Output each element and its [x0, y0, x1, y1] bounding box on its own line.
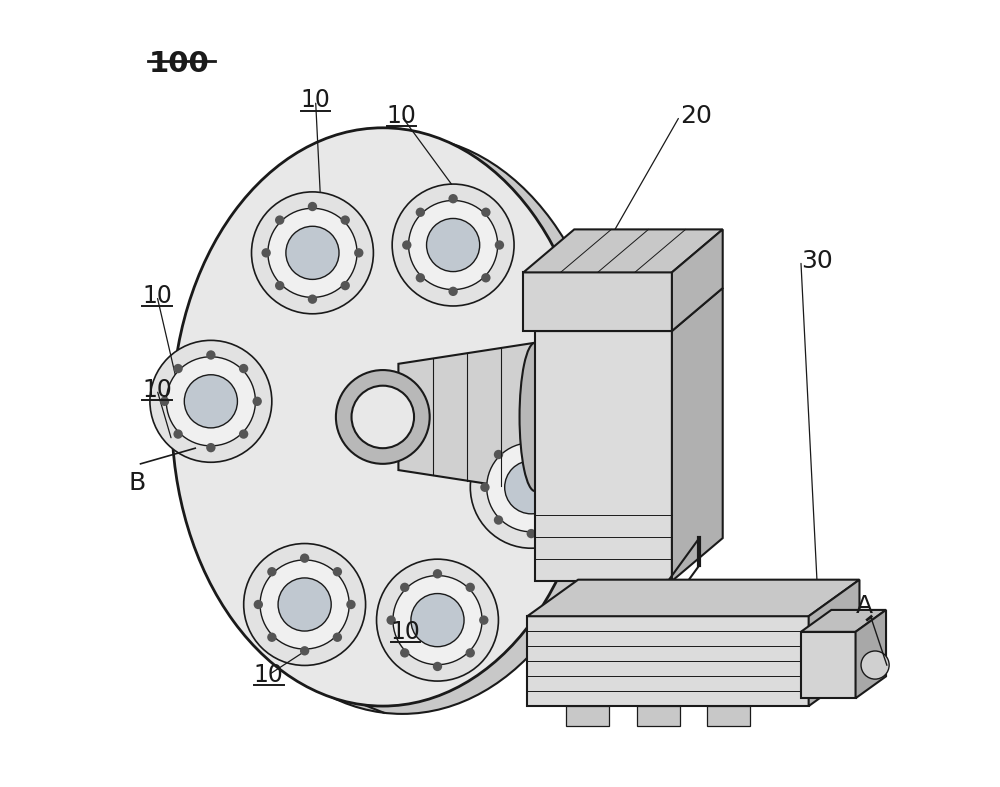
- Circle shape: [260, 560, 349, 649]
- Bar: [637, 706, 680, 726]
- Circle shape: [392, 184, 514, 306]
- Ellipse shape: [172, 127, 594, 706]
- Ellipse shape: [191, 135, 613, 714]
- Circle shape: [346, 600, 356, 609]
- Circle shape: [505, 460, 558, 514]
- Circle shape: [559, 515, 569, 525]
- Circle shape: [253, 397, 262, 406]
- Text: 10: 10: [391, 620, 420, 644]
- Circle shape: [173, 364, 183, 373]
- Text: 30: 30: [801, 249, 833, 272]
- Circle shape: [150, 340, 272, 462]
- Circle shape: [206, 443, 216, 453]
- Polygon shape: [809, 580, 859, 706]
- Polygon shape: [801, 610, 886, 632]
- Circle shape: [527, 529, 536, 538]
- Text: 10: 10: [387, 104, 417, 128]
- Circle shape: [267, 633, 277, 642]
- Circle shape: [411, 593, 464, 647]
- Bar: [535, 331, 672, 581]
- Circle shape: [206, 350, 216, 360]
- Circle shape: [481, 208, 491, 217]
- Text: 10: 10: [142, 284, 172, 308]
- Circle shape: [275, 216, 284, 225]
- Circle shape: [479, 615, 488, 625]
- Circle shape: [494, 515, 503, 525]
- Polygon shape: [856, 610, 886, 698]
- Circle shape: [173, 430, 183, 439]
- Circle shape: [409, 201, 498, 290]
- Circle shape: [300, 646, 309, 656]
- Circle shape: [268, 209, 357, 297]
- Circle shape: [341, 216, 350, 225]
- Bar: [707, 706, 750, 726]
- Circle shape: [400, 582, 409, 592]
- Circle shape: [494, 450, 503, 459]
- Circle shape: [466, 582, 475, 592]
- Circle shape: [559, 450, 569, 459]
- Circle shape: [861, 651, 889, 679]
- Text: 10: 10: [254, 663, 284, 687]
- Circle shape: [261, 248, 271, 257]
- Circle shape: [573, 482, 582, 492]
- Text: B: B: [129, 471, 146, 495]
- Circle shape: [308, 294, 317, 304]
- Circle shape: [466, 648, 475, 658]
- Circle shape: [427, 219, 480, 272]
- Ellipse shape: [336, 370, 430, 464]
- Polygon shape: [672, 288, 723, 581]
- Circle shape: [286, 227, 339, 279]
- Circle shape: [386, 615, 396, 625]
- Circle shape: [487, 443, 576, 532]
- Circle shape: [400, 648, 409, 658]
- Circle shape: [433, 569, 442, 578]
- Polygon shape: [672, 229, 723, 331]
- Ellipse shape: [352, 386, 414, 449]
- Circle shape: [416, 208, 425, 217]
- Polygon shape: [523, 229, 723, 272]
- Circle shape: [481, 273, 491, 283]
- Circle shape: [416, 273, 425, 283]
- Circle shape: [448, 194, 458, 203]
- Circle shape: [480, 482, 490, 492]
- Text: 10: 10: [142, 378, 172, 401]
- Circle shape: [495, 240, 504, 249]
- Polygon shape: [398, 342, 535, 491]
- Circle shape: [239, 430, 248, 439]
- Circle shape: [433, 662, 442, 671]
- Circle shape: [470, 427, 592, 549]
- Bar: [523, 272, 672, 331]
- Circle shape: [275, 281, 284, 290]
- Text: 10: 10: [301, 88, 331, 113]
- Circle shape: [333, 567, 342, 576]
- Polygon shape: [527, 580, 859, 616]
- Bar: [527, 616, 809, 706]
- Circle shape: [377, 560, 498, 681]
- Circle shape: [300, 553, 309, 563]
- Circle shape: [308, 201, 317, 211]
- Circle shape: [239, 364, 248, 373]
- Circle shape: [402, 240, 411, 249]
- Polygon shape: [535, 288, 723, 331]
- Circle shape: [254, 600, 263, 609]
- Circle shape: [160, 397, 169, 406]
- Ellipse shape: [520, 342, 551, 491]
- Circle shape: [252, 192, 373, 314]
- Circle shape: [244, 544, 366, 666]
- Circle shape: [267, 567, 277, 576]
- Circle shape: [333, 633, 342, 642]
- Circle shape: [393, 575, 482, 665]
- Text: A: A: [856, 594, 873, 619]
- Circle shape: [278, 578, 331, 631]
- Circle shape: [341, 281, 350, 290]
- Circle shape: [354, 248, 363, 257]
- Circle shape: [527, 436, 536, 445]
- Circle shape: [448, 286, 458, 296]
- Circle shape: [184, 375, 237, 428]
- Text: 100: 100: [148, 50, 209, 78]
- Text: 20: 20: [680, 104, 712, 128]
- Bar: [566, 706, 609, 726]
- Circle shape: [166, 357, 255, 446]
- Bar: [801, 632, 856, 698]
